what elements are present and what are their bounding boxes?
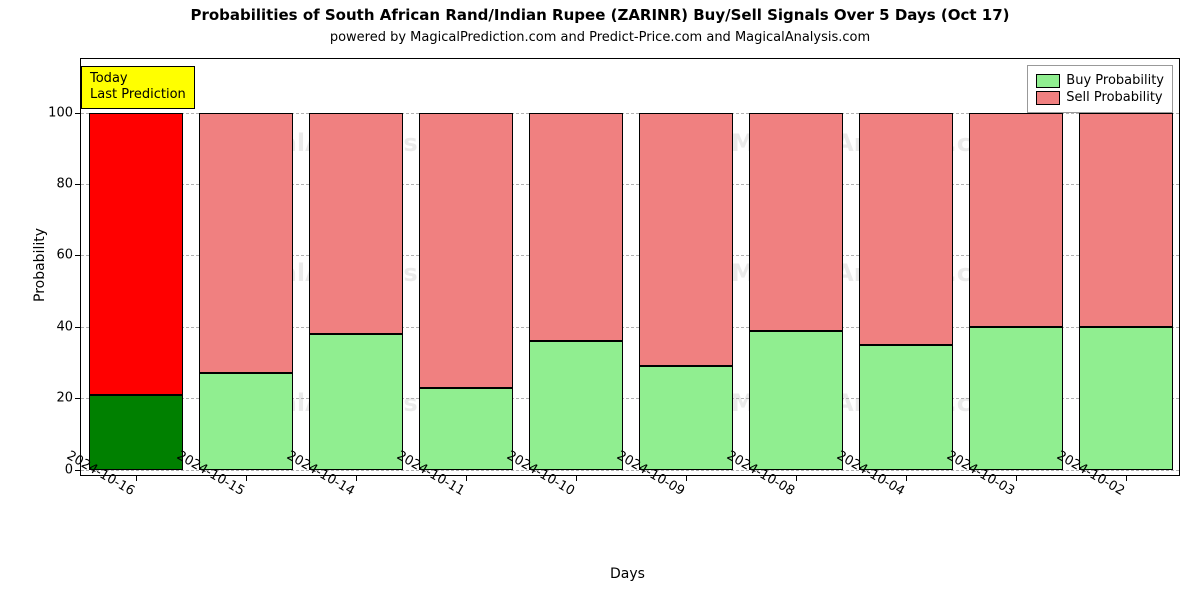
bar-sell [199,113,294,374]
bar-sell [419,113,514,388]
xtick-mark [576,475,577,481]
bar-buy [1079,327,1174,470]
ytick-label: 20 [56,391,73,406]
xtick-mark [466,475,467,481]
bar-buy [419,388,514,470]
xtick-mark [686,475,687,481]
ytick-label: 40 [56,319,73,334]
bar-sell [1079,113,1174,327]
legend-item: Buy Probability [1036,73,1164,88]
bar-buy [199,373,294,469]
bar-sell [969,113,1064,327]
xtick-mark [356,475,357,481]
xtick-mark [136,475,137,481]
bar-sell [529,113,624,342]
legend-label: Sell Probability [1066,90,1162,105]
xtick-mark [796,475,797,481]
ytick-label: 80 [56,177,73,192]
chart-title: Probabilities of South African Rand/Indi… [0,6,1200,24]
x-axis-label: Days [610,566,645,582]
bar-buy [309,334,404,470]
ytick-mark [75,255,81,256]
annotation-line1: Today [90,71,186,87]
xtick-mark [246,475,247,481]
ytick-label: 100 [48,105,73,120]
y-axis-label: Probability [32,228,48,302]
annotation-line2: Last Prediction [90,87,186,103]
bar-sell [89,113,184,395]
chart-container: Probabilities of South African Rand/Indi… [0,0,1200,600]
bar-sell [749,113,844,331]
chart-subtitle: powered by MagicalPrediction.com and Pre… [0,30,1200,45]
xtick-mark [906,475,907,481]
ytick-mark [75,184,81,185]
bar-buy [969,327,1064,470]
bar-buy [639,366,734,470]
legend-swatch [1036,74,1060,88]
bar-sell [309,113,404,335]
legend-label: Buy Probability [1066,73,1164,88]
ytick-label: 60 [56,248,73,263]
legend: Buy Probability Sell Probability [1027,65,1173,113]
bar-buy [529,341,624,470]
today-annotation: TodayLast Prediction [81,66,195,109]
ytick-mark [75,113,81,114]
legend-swatch [1036,91,1060,105]
legend-item: Sell Probability [1036,90,1164,105]
bar-sell [859,113,954,345]
ytick-mark [75,398,81,399]
bar-sell [639,113,734,367]
xtick-mark [1016,475,1017,481]
bar-buy [859,345,954,470]
ytick-mark [75,327,81,328]
xtick-mark [1126,475,1127,481]
bar-buy [749,331,844,470]
plot-area: MagicalAnalysis.comMagicalAnalysis.comMa… [80,58,1180,476]
